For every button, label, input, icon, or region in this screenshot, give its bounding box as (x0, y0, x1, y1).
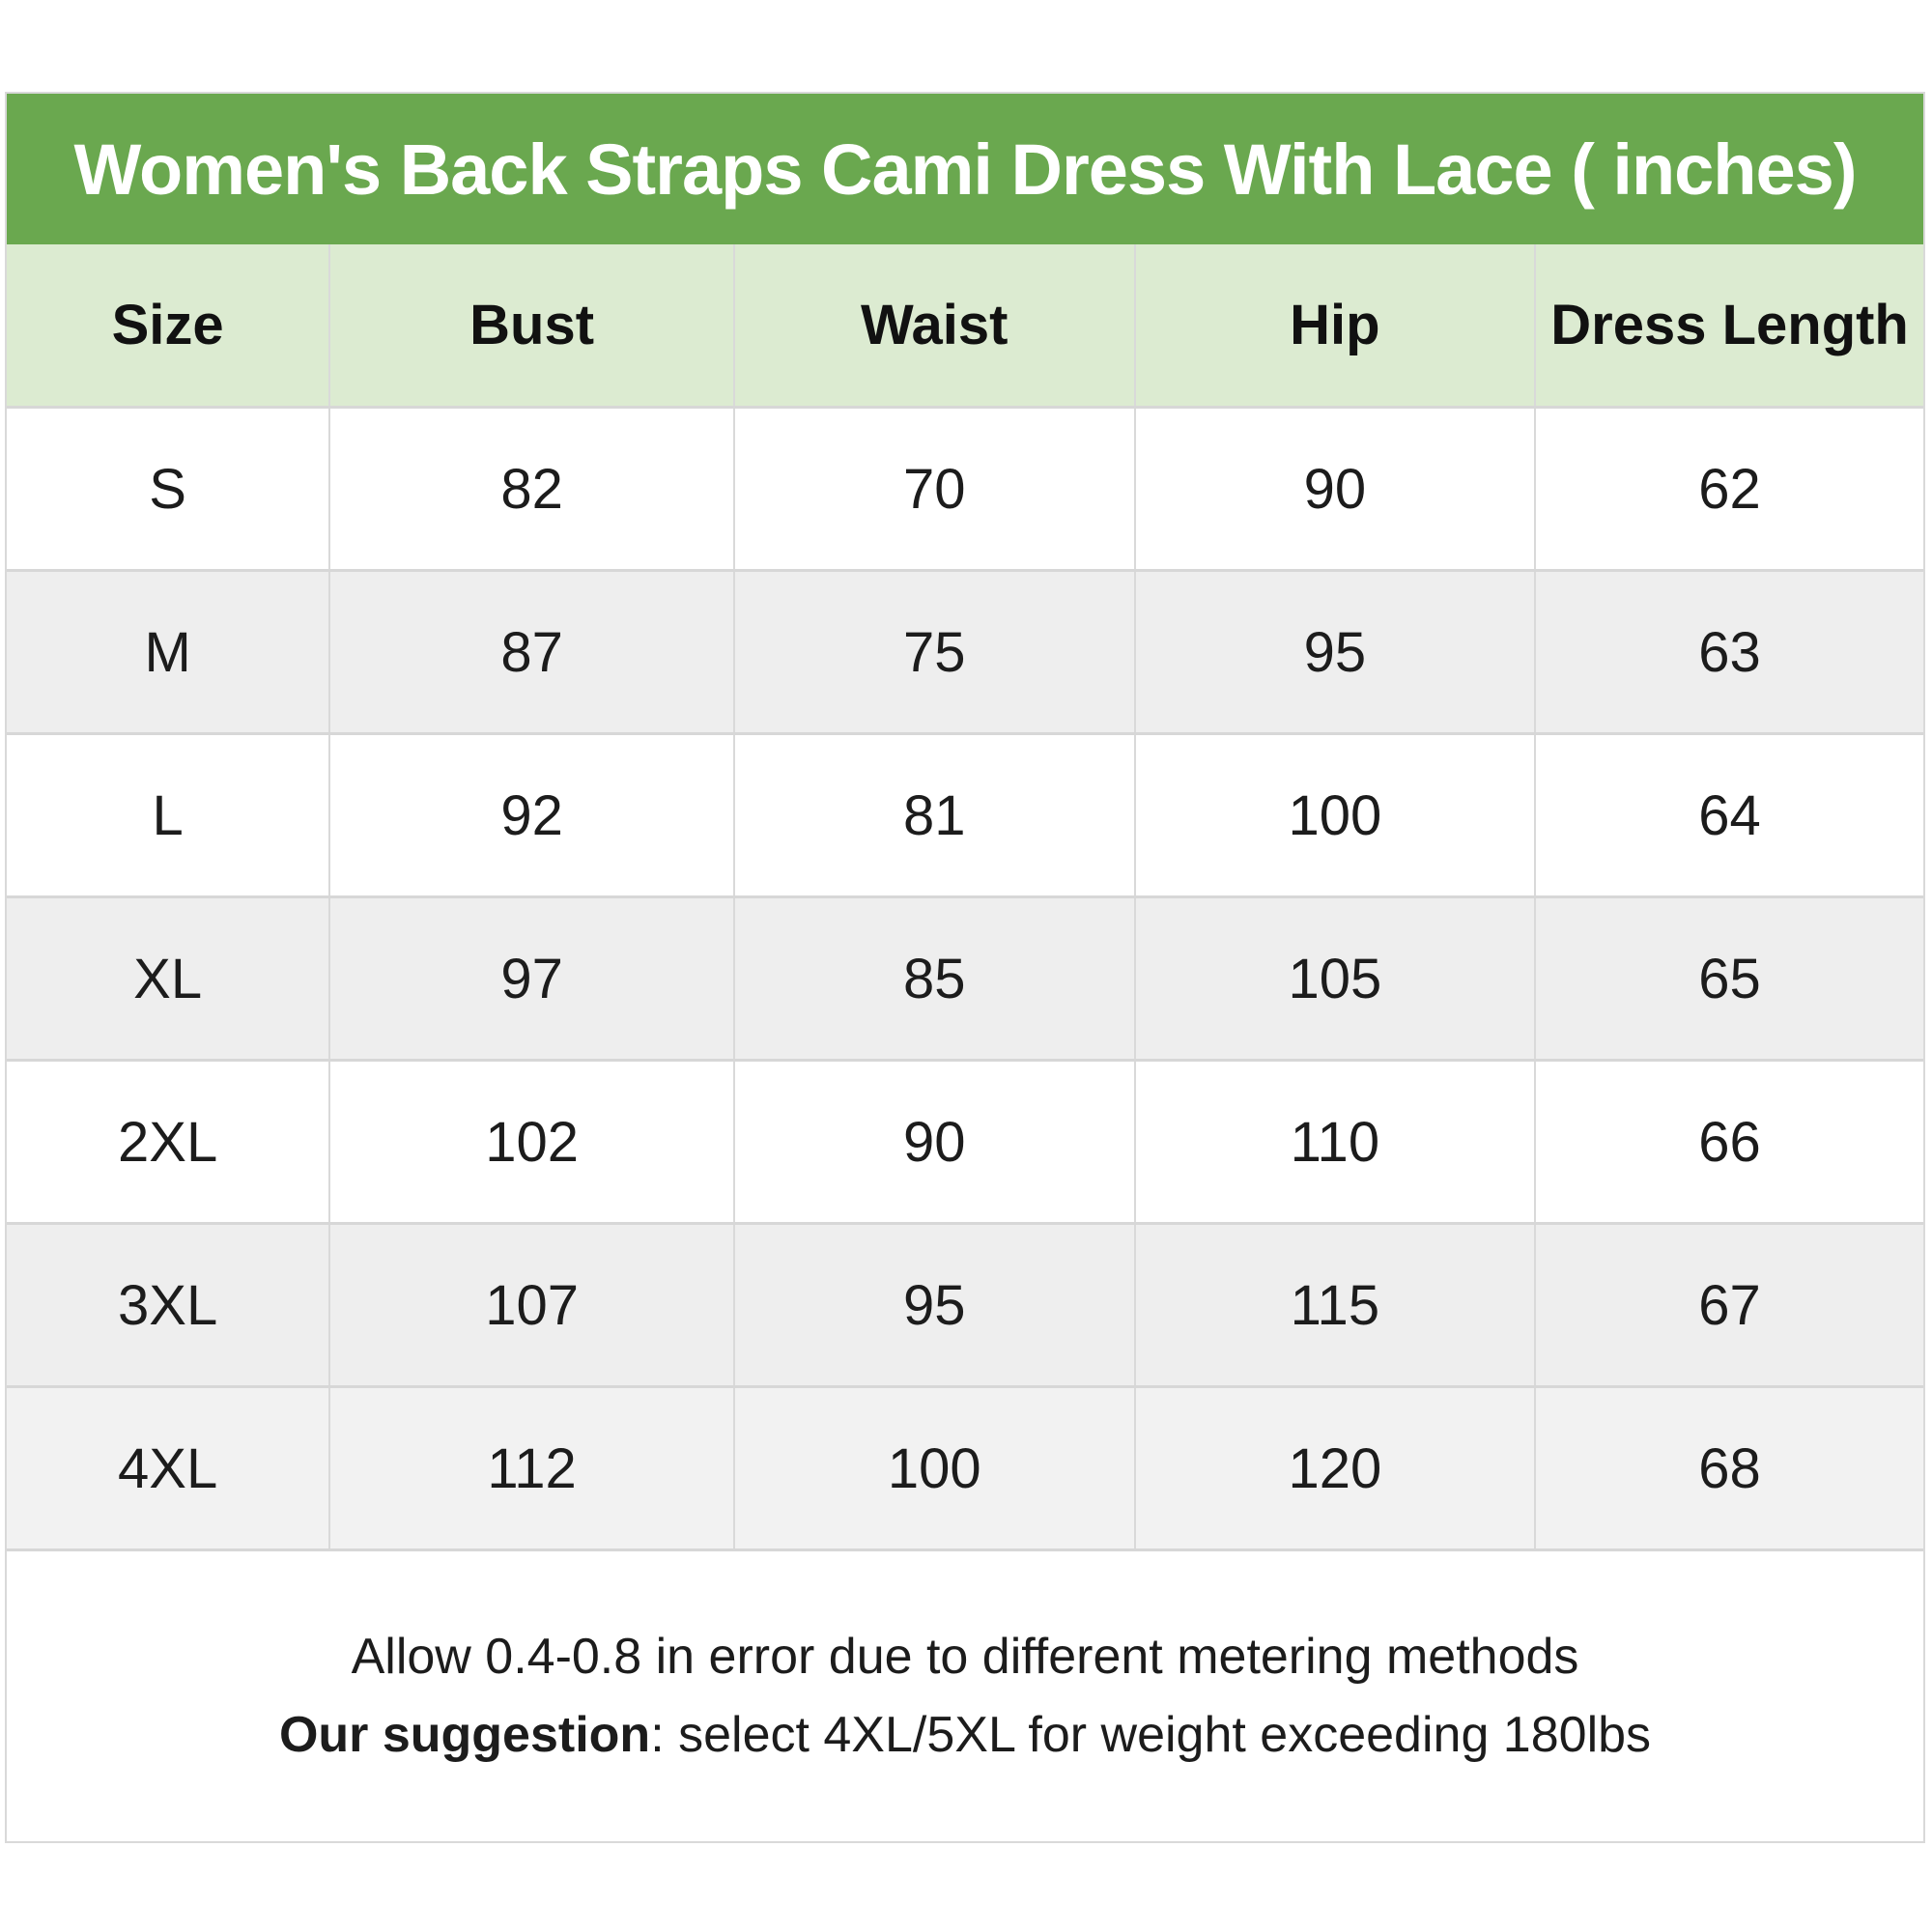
waist-cell: 95 (735, 1225, 1136, 1385)
waist-cell: 75 (735, 572, 1136, 732)
header-dress-length: Dress Length (1550, 294, 1909, 356)
waist-cell: 81 (735, 735, 1136, 895)
footer-note: Allow 0.4-0.8 in error due to different … (7, 1551, 1923, 1841)
header-bust: Bust (330, 244, 735, 406)
table-row-2xl: 2XL 102 90 110 66 (7, 1062, 1923, 1225)
bust-cell: 87 (330, 572, 735, 732)
size-cell: L (7, 735, 331, 895)
table-row-s: S 82 70 90 62 (7, 409, 1923, 572)
table-row-xl: XL 97 85 105 65 (7, 898, 1923, 1062)
table-row-l: L 92 81 100 64 (7, 735, 1923, 898)
bust-cell: 92 (330, 735, 735, 895)
hip-cell: 90 (1136, 409, 1537, 569)
dress-length-cell: 62 (1698, 457, 1761, 521)
footer-suggestion-label: Our suggestion (278, 1707, 651, 1763)
dress-length-cell: 65 (1698, 947, 1761, 1010)
size-cell: S (7, 409, 331, 569)
table-row-4xl: 4XL 112 100 120 68 (7, 1388, 1923, 1551)
footer-line-suggestion: Our suggestion: select 4XL/5XL for weigh… (279, 1704, 1651, 1767)
bust-cell: 82 (330, 409, 735, 569)
dress-length-cell: 64 (1698, 783, 1761, 847)
waist-cell: 100 (735, 1388, 1136, 1548)
bust-cell: 112 (330, 1388, 735, 1548)
footer-line-tolerance: Allow 0.4-0.8 in error due to different … (351, 1629, 1579, 1685)
header-row: Size Bust Waist Hip Dress Length (7, 244, 1923, 409)
header-size: Size (7, 244, 331, 406)
size-cell: 4XL (7, 1388, 331, 1548)
size-chart-table: Women's Back Straps Cami Dress With Lace… (5, 92, 1925, 1843)
waist-cell: 90 (735, 1062, 1136, 1222)
header-hip: Hip (1136, 244, 1537, 406)
bust-cell: 102 (330, 1062, 735, 1222)
hip-cell: 95 (1136, 572, 1537, 732)
size-cell: XL (7, 898, 331, 1059)
waist-cell: 85 (735, 898, 1136, 1059)
bust-cell: 107 (330, 1225, 735, 1385)
bust-cell: 97 (330, 898, 735, 1059)
size-cell: 3XL (7, 1225, 331, 1385)
size-cell: M (7, 572, 331, 732)
header-waist: Waist (735, 244, 1136, 406)
footer-suggestion-text: : select 4XL/5XL for weight exceeding 18… (650, 1707, 1652, 1763)
table-row-3xl: 3XL 107 95 115 67 (7, 1225, 1923, 1388)
size-cell: 2XL (7, 1062, 331, 1222)
dress-length-cell: 67 (1698, 1273, 1761, 1337)
table-row-m: M 87 75 95 63 (7, 572, 1923, 735)
hip-cell: 105 (1136, 898, 1537, 1059)
hip-cell: 110 (1136, 1062, 1537, 1222)
chart-title: Women's Back Straps Cami Dress With Lace… (73, 128, 1858, 210)
chart-title-bar: Women's Back Straps Cami Dress With Lace… (7, 94, 1923, 244)
waist-cell: 70 (735, 409, 1136, 569)
hip-cell: 115 (1136, 1225, 1537, 1385)
hip-cell: 120 (1136, 1388, 1537, 1548)
dress-length-cell: 66 (1698, 1110, 1761, 1174)
dress-length-cell: 68 (1698, 1436, 1761, 1500)
hip-cell: 100 (1136, 735, 1537, 895)
dress-length-cell: 63 (1698, 620, 1761, 684)
